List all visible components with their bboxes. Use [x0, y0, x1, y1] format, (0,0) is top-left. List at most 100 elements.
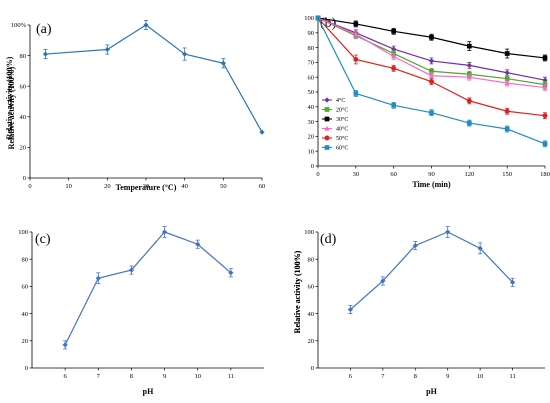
chart-panel-b: 0 10 20 30 40 50 60 70 80 90 100 0 30 60 90 120 150 180 Ti…	[293, 15, 550, 333]
legend-marker	[324, 116, 330, 122]
chart-panel-a: 0 20 40 60 80 100% 0 10 20 30 40 50 60 Temperature (°…	[5, 20, 265, 192]
legend-marker	[324, 107, 330, 112]
series-0	[42, 20, 265, 135]
x-tick-label: 40	[181, 183, 188, 190]
data-point	[477, 245, 483, 251]
data-point	[161, 229, 168, 235]
x-tick-label: 30	[143, 183, 150, 190]
x-tick-label: 0	[316, 171, 319, 178]
x-tick-label: 8	[130, 373, 133, 380]
data-point	[391, 65, 397, 71]
data-point	[353, 31, 359, 37]
data-point	[504, 76, 510, 82]
x-axis-label: Time (min)	[412, 180, 451, 189]
data-point	[504, 70, 510, 76]
x-tick-label: 150	[502, 171, 512, 178]
legend-label: 40°C	[336, 126, 348, 133]
x-tick-label: 10	[477, 373, 484, 380]
series-0	[62, 226, 234, 350]
x-tick-label: 30	[353, 171, 360, 178]
panel-label: (c)	[35, 232, 51, 247]
y-tick-label: 70	[308, 60, 315, 67]
data-point	[429, 110, 434, 116]
x-tick-label: 0	[28, 183, 31, 190]
x-tick-label: 60	[390, 171, 397, 178]
y-tick-label: 80	[22, 256, 29, 263]
data-point	[380, 278, 386, 284]
y-tick-label: 50	[308, 89, 315, 96]
data-point	[220, 60, 226, 66]
data-point	[504, 108, 510, 114]
y-tick-label: 80	[20, 53, 27, 60]
series-30C	[315, 15, 548, 62]
data-point	[391, 28, 397, 34]
y-tick-label: 40	[20, 114, 27, 121]
data-point	[429, 68, 434, 74]
series-line	[64, 231, 232, 346]
data-point	[542, 113, 548, 119]
data-point	[445, 229, 451, 235]
legend-marker	[324, 145, 330, 150]
legend: 4°C 20°C 30°C 40°C 50°C 60°C	[322, 97, 348, 152]
series-line	[45, 24, 263, 133]
y-tick-label: 0	[311, 365, 314, 372]
y-tick-label: 60	[20, 83, 27, 90]
data-point	[428, 73, 435, 78]
data-point	[391, 102, 397, 108]
y-tick-label: 10	[308, 148, 315, 155]
data-point	[128, 267, 135, 273]
x-axis-label: pH	[143, 387, 154, 396]
y-tick-label: 60	[308, 74, 315, 81]
data-point	[95, 275, 101, 281]
y-tick-label: 60	[22, 284, 29, 291]
y-axis-label: Relative activity (100%)	[5, 56, 14, 139]
data-point	[391, 53, 397, 59]
data-point	[542, 55, 548, 61]
y-tick-label: 100	[304, 229, 314, 236]
y-tick-label: 100%	[11, 22, 27, 29]
y-tick-label: 100	[18, 229, 28, 236]
y-tick-label: 30	[308, 119, 315, 126]
data-point	[143, 22, 149, 28]
y-tick-label: 100	[304, 15, 314, 22]
legend-label: 30°C	[336, 116, 348, 123]
x-tick-label: 11	[509, 373, 515, 380]
x-tick-label: 6	[64, 373, 68, 380]
x-tick-label: 7	[381, 373, 385, 380]
data-point	[466, 74, 472, 80]
data-point	[347, 306, 354, 313]
data-point	[504, 80, 510, 86]
x-axis-label: pH	[426, 387, 437, 396]
y-tick-label: 60	[308, 284, 315, 291]
legend-marker	[324, 125, 330, 131]
legend-marker	[324, 135, 330, 141]
data-point	[353, 91, 359, 96]
x-tick-label: 60	[259, 183, 266, 190]
y-tick-label: 0	[23, 175, 26, 182]
y-tick-label: 40	[22, 311, 29, 318]
x-tick-label: 11	[228, 373, 234, 380]
x-tick-label: 90	[428, 171, 435, 178]
y-tick-label: 80	[308, 45, 315, 52]
data-point	[429, 34, 434, 40]
data-point	[228, 270, 234, 276]
x-tick-label: 180	[540, 171, 550, 178]
data-point	[353, 56, 359, 62]
legend-marker	[324, 97, 330, 103]
data-point	[542, 141, 548, 147]
legend-label: 60°C	[336, 145, 348, 152]
x-tick-label: 10	[194, 373, 201, 380]
data-point	[62, 342, 68, 348]
series-60C	[315, 15, 548, 148]
x-tick-label: 9	[163, 373, 166, 380]
data-point	[428, 58, 435, 64]
data-point	[504, 51, 510, 56]
y-tick-label: 20	[20, 145, 27, 152]
legend-label: 50°C	[336, 135, 348, 142]
y-tick-label: 20	[308, 134, 315, 141]
x-tick-label: 50	[220, 183, 227, 190]
y-tick-label: 20	[22, 338, 29, 345]
x-tick-label: 8	[414, 373, 417, 380]
